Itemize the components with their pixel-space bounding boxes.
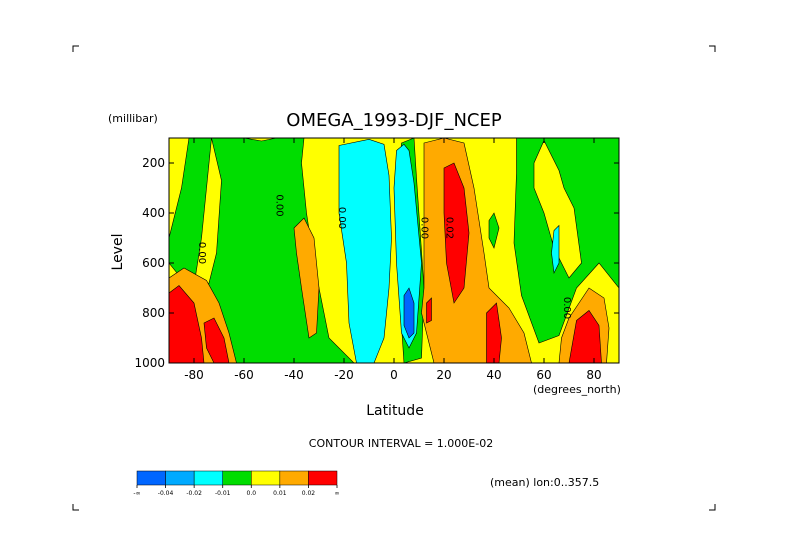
crop-mark-top-left — [72, 45, 79, 52]
y-axis-label: Level — [110, 234, 126, 271]
contour-region — [169, 285, 205, 363]
contour-label: 0.00 — [419, 217, 430, 239]
y-tick-label: 1000 — [134, 356, 165, 370]
x-tick-label: -80 — [184, 368, 204, 382]
y-tick-label: 400 — [142, 206, 165, 220]
y-axis-units: (millibar) — [108, 112, 158, 125]
contour-label: 0.02 — [444, 217, 455, 239]
crop-mark-bottom-left — [72, 504, 79, 511]
contour-region — [568, 310, 602, 363]
contour-region — [393, 143, 422, 349]
y-tick-label: 600 — [142, 256, 165, 270]
colorbar-level-label: ∞ — [335, 490, 340, 497]
x-tick-label: 0 — [390, 368, 398, 382]
contour-region — [488, 212, 500, 249]
colorbar-swatch — [193, 470, 223, 486]
x-tick-label: -20 — [334, 368, 354, 382]
x-tick-label: 40 — [486, 368, 501, 382]
chart-title: OMEGA_1993-DJF_NCEP — [286, 110, 502, 131]
y-tick-label: 800 — [142, 306, 165, 320]
crop-marks — [72, 45, 716, 511]
colorbar-level-label: 0.0 — [247, 490, 257, 497]
colorbar-swatch — [165, 470, 195, 486]
x-tick-label: -40 — [284, 368, 304, 382]
contour-region — [203, 317, 230, 363]
x-tick-label: 80 — [586, 368, 601, 382]
colorbar-swatch — [251, 470, 281, 486]
colorbar-level-label: 0.01 — [273, 490, 287, 497]
crop-mark-top-right — [709, 45, 716, 52]
contour-fill-layer — [169, 138, 619, 363]
contour-label: 0.00 — [561, 297, 572, 319]
colorbar-swatch — [222, 470, 252, 486]
contour-region — [293, 217, 320, 339]
contour-region — [486, 302, 502, 363]
contour-region — [338, 138, 392, 363]
contour-label: 0.00 — [196, 242, 207, 264]
colorbar-level-label: -0.02 — [186, 490, 202, 497]
colorbar-swatch — [136, 470, 166, 486]
contour-region — [443, 162, 470, 304]
y-axis: 200 400 600 800 1000 — [134, 156, 619, 370]
crop-mark-bottom-right — [709, 504, 716, 511]
contour-label-layer: 0.00 0.00 0.00 0.00 0.02 0.00 — [196, 194, 572, 319]
colorbar-level-label: -0.04 — [158, 490, 174, 497]
colorbar-level-label: -0.01 — [215, 490, 231, 497]
contour-region — [403, 287, 415, 339]
x-axis-units: (degrees_north) — [533, 383, 621, 396]
contour-label: 0.00 — [274, 194, 285, 216]
contour-region — [533, 139, 582, 279]
colorbar: -∞ -0.04 -0.02 -0.01 0.0 0.01 0.02 ∞ — [133, 470, 340, 497]
footer-text: (mean) lon:0..357.5 — [490, 476, 599, 489]
x-axis: -80 -60 -40 -20 0 20 40 60 80 — [184, 138, 602, 382]
contour-region — [551, 224, 560, 275]
y-tick-label: 200 — [142, 156, 165, 170]
colorbar-level-label: 0.02 — [302, 490, 316, 497]
contour-interval-text: CONTOUR INTERVAL = 1.000E-02 — [309, 437, 493, 450]
contour-label: 0.00 — [336, 207, 347, 229]
x-axis-label: Latitude — [366, 403, 424, 419]
colorbar-swatch — [279, 470, 309, 486]
x-tick-label: 20 — [436, 368, 451, 382]
contour-region — [426, 297, 432, 324]
x-tick-label: -60 — [234, 368, 254, 382]
x-tick-label: 60 — [536, 368, 551, 382]
colorbar-level-label: -∞ — [133, 490, 140, 497]
colorbar-swatch — [308, 470, 338, 486]
